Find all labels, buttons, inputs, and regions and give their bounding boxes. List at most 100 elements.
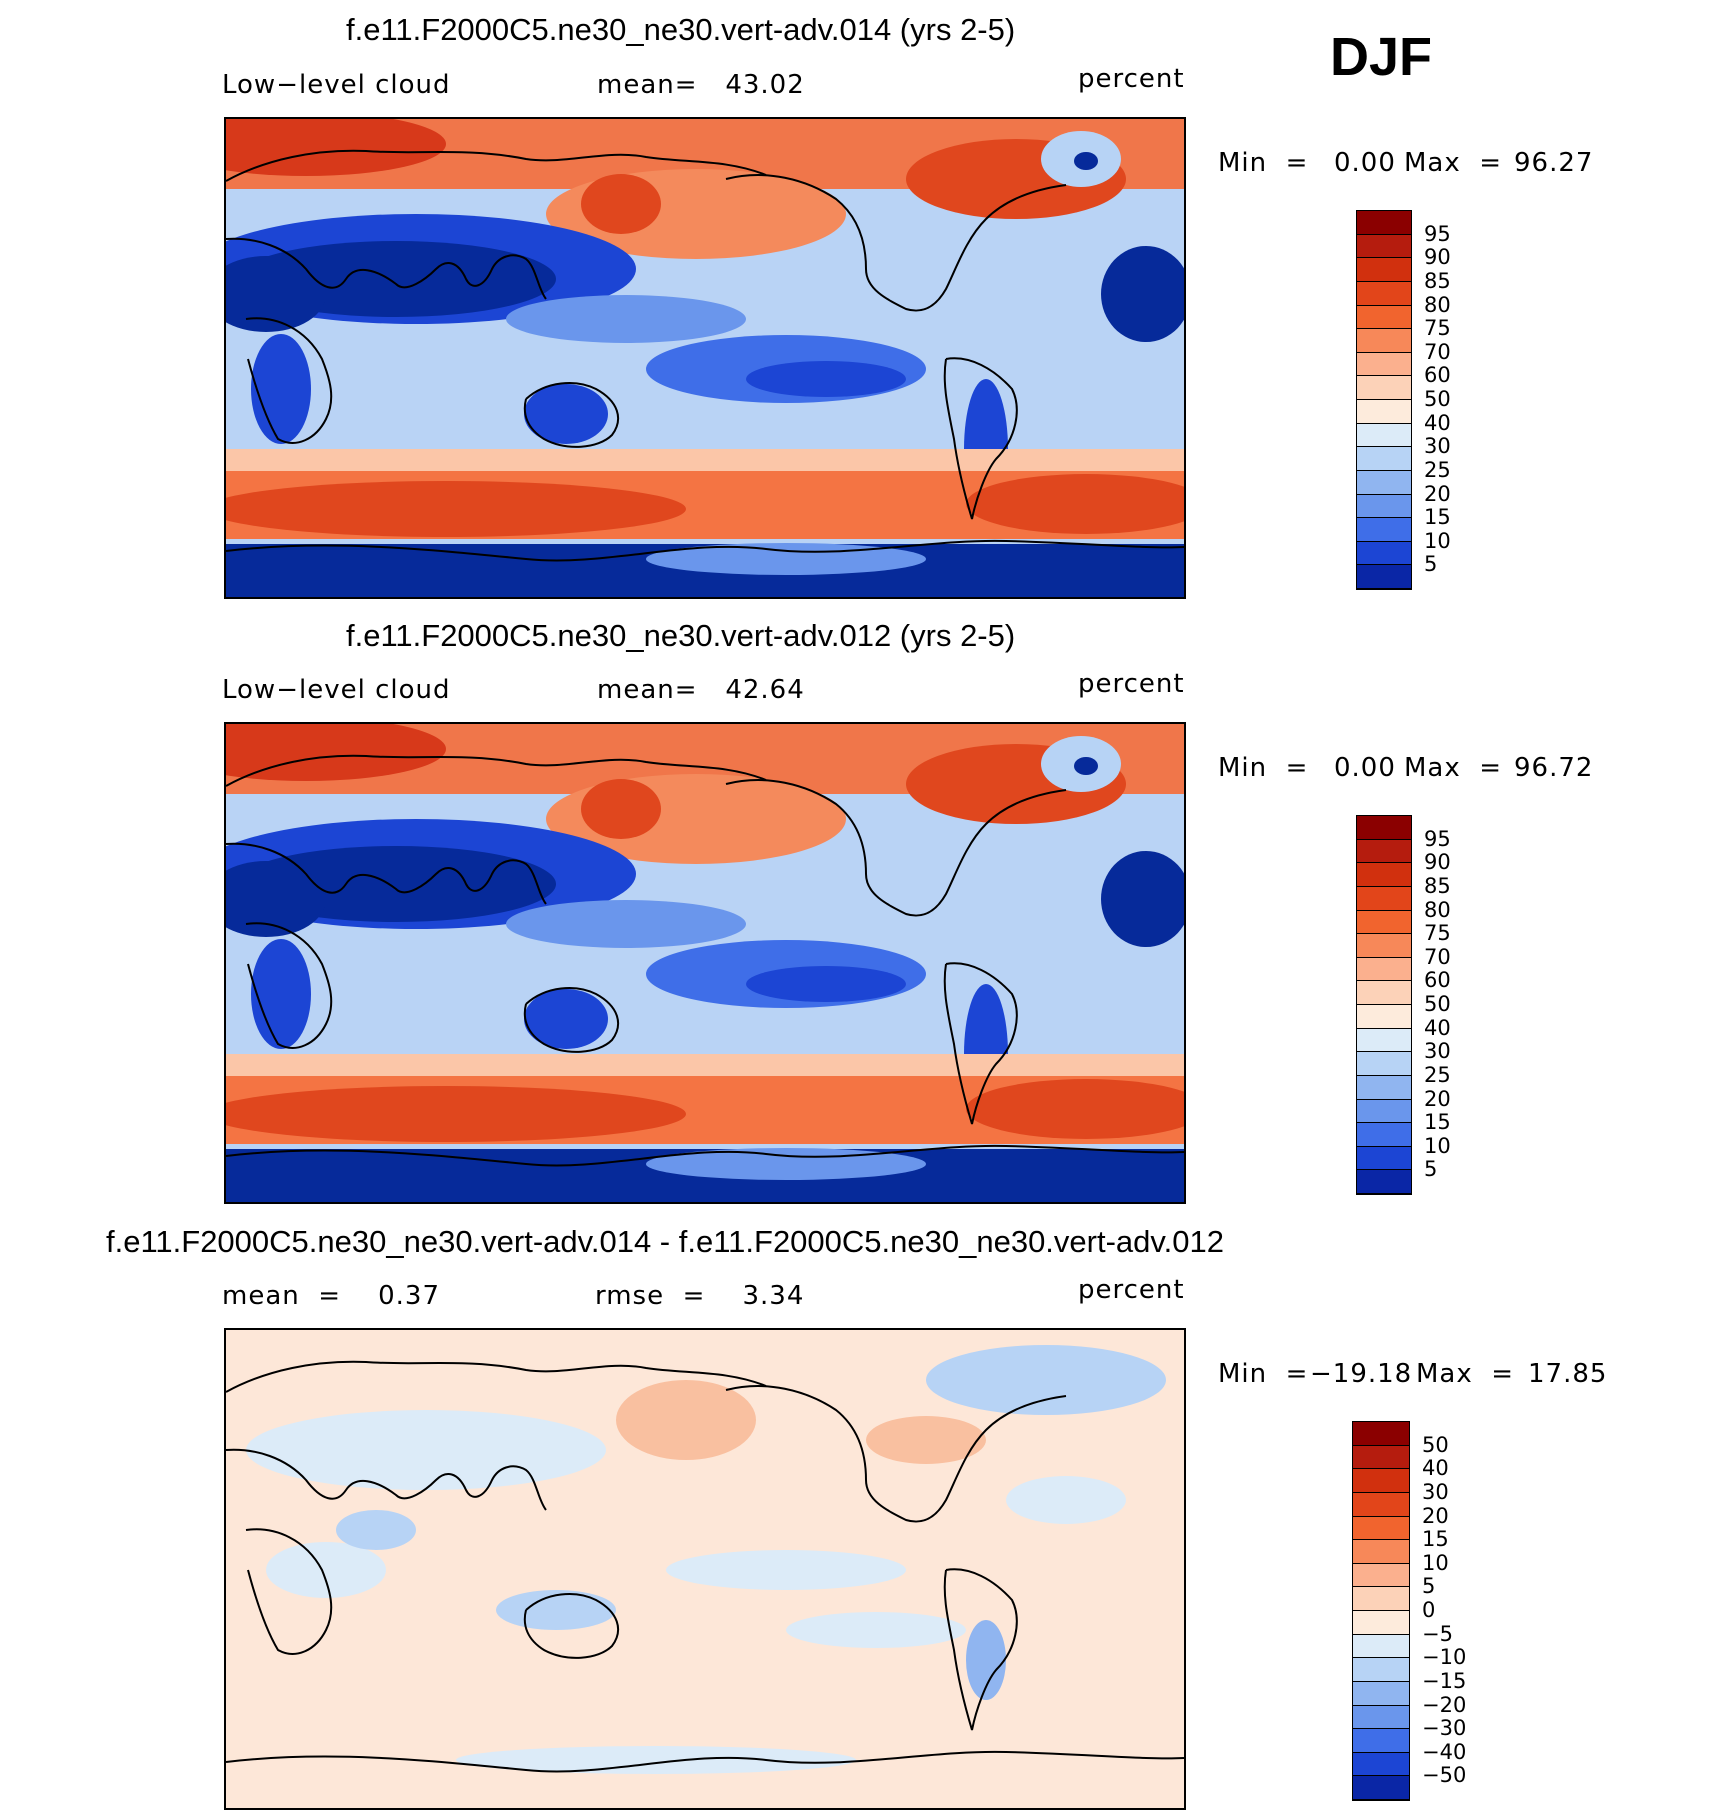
panel-3-units-label: percent xyxy=(1078,1275,1185,1305)
colorbar-swatch xyxy=(1353,1563,1409,1588)
colorbar-swatch xyxy=(1357,1170,1411,1194)
colorbar-tick-label: 5 xyxy=(1424,1157,1438,1182)
colorbar-tick-label: 15 xyxy=(1424,505,1451,530)
colorbar-tick-label: 50 xyxy=(1424,992,1451,1016)
colorbar-tick-label: 20 xyxy=(1422,1503,1449,1528)
colorbar-tick-label: 85 xyxy=(1424,873,1451,898)
panel-2-title: f.e11.F2000C5.ne30_ne30.vert-adv.012 (yr… xyxy=(346,618,1016,653)
colorbar-swatch xyxy=(1357,839,1411,864)
colorbar-swatch xyxy=(1353,1516,1409,1541)
colorbar-swatch xyxy=(1357,1052,1411,1076)
colorbar-tick-label: 60 xyxy=(1424,363,1451,388)
colorbar-tick-label: 60 xyxy=(1424,968,1451,993)
colorbar-tick-label: 80 xyxy=(1424,292,1451,317)
colorbar-tick-label: 20 xyxy=(1424,481,1451,506)
colorbar-tick-label: 95 xyxy=(1424,826,1451,851)
colorbar-tick-label: 50 xyxy=(1422,1432,1449,1457)
colorbar-swatch xyxy=(1353,1611,1409,1635)
colorbar-tick-label: 30 xyxy=(1424,434,1451,459)
colorbar-swatch xyxy=(1357,910,1411,935)
panel-2-variable-label: Low−level cloud xyxy=(222,675,451,705)
panel-2-colorbar xyxy=(1356,815,1412,1195)
colorbar-swatch xyxy=(1357,1005,1411,1029)
colorbar-swatch xyxy=(1353,1681,1409,1706)
colorbar-swatch xyxy=(1353,1587,1409,1611)
panel-3-min-value: −19.18 xyxy=(1310,1359,1413,1389)
colorbar-tick-label: −5 xyxy=(1422,1621,1453,1646)
panel-1-min-label: Min = xyxy=(1218,148,1309,178)
colorbar-tick-label: 40 xyxy=(1422,1456,1449,1481)
colorbar-tick-label: 10 xyxy=(1424,528,1451,553)
colorbar-swatch xyxy=(1353,1492,1409,1517)
panel-3-field xyxy=(226,1330,1184,1808)
colorbar-swatch xyxy=(1357,957,1411,982)
panel-3-rmse-label: rmse = 3.34 xyxy=(595,1281,805,1311)
colorbar-swatch xyxy=(1357,1123,1411,1147)
panel-2-max-label: Max = xyxy=(1404,753,1503,783)
colorbar-tick-label: 5 xyxy=(1424,552,1438,577)
colorbar-tick-label: −40 xyxy=(1422,1739,1467,1764)
colorbar-tick-label: 20 xyxy=(1424,1086,1451,1111)
panel-2-field xyxy=(226,724,1184,1202)
colorbar-swatch xyxy=(1357,494,1411,519)
colorbar-tick-label: 95 xyxy=(1424,221,1451,246)
colorbar-tick-label: 80 xyxy=(1424,897,1451,922)
colorbar-tick-label: 15 xyxy=(1422,1527,1449,1552)
colorbar-swatch xyxy=(1357,1146,1411,1171)
colorbar-swatch xyxy=(1357,863,1411,887)
panel-1-units-label: percent xyxy=(1078,64,1185,94)
panel-1-map xyxy=(224,117,1186,599)
colorbar-tick-label: 70 xyxy=(1424,944,1451,969)
colorbar-tick-label: 85 xyxy=(1424,268,1451,293)
colorbar-tick-label: 10 xyxy=(1422,1550,1449,1575)
colorbar-tick-label: 10 xyxy=(1424,1133,1451,1158)
colorbar-swatch xyxy=(1357,1028,1411,1053)
panel-3-mean-label: mean = 0.37 xyxy=(222,1281,440,1311)
colorbar-tick-label: 0 xyxy=(1422,1598,1436,1622)
panel-2-min-label: Min = xyxy=(1218,753,1309,783)
panel-3-title: f.e11.F2000C5.ne30_ne30.vert-adv.014 - f… xyxy=(106,1224,1224,1259)
colorbar-swatch xyxy=(1353,1469,1409,1493)
colorbar-tick-label: −30 xyxy=(1422,1716,1467,1741)
colorbar-swatch xyxy=(1353,1776,1409,1800)
season-label: DJF xyxy=(1330,27,1433,87)
colorbar-swatch xyxy=(1357,376,1411,400)
colorbar-swatch xyxy=(1353,1445,1409,1470)
panel-3-colorbar xyxy=(1352,1421,1410,1801)
panel-2-units-label: percent xyxy=(1078,669,1185,699)
colorbar-swatch xyxy=(1357,565,1411,589)
colorbar-swatch xyxy=(1357,329,1411,353)
panel-2-max-value: 96.72 xyxy=(1514,753,1594,783)
panel-1-title: f.e11.F2000C5.ne30_ne30.vert-adv.014 (yr… xyxy=(346,12,1016,47)
panel-1-max-value: 96.27 xyxy=(1514,148,1594,178)
colorbar-tick-label: 75 xyxy=(1424,316,1451,341)
colorbar-swatch xyxy=(1357,886,1411,911)
colorbar-swatch xyxy=(1357,981,1411,1005)
colorbar-tick-label: 50 xyxy=(1424,387,1451,411)
colorbar-swatch xyxy=(1353,1752,1409,1777)
panel-3-map xyxy=(224,1328,1186,1810)
panel-1-min-value: 0.00 xyxy=(1334,148,1396,178)
colorbar-swatch xyxy=(1357,518,1411,542)
colorbar-tick-label: 75 xyxy=(1424,921,1451,946)
colorbar-swatch xyxy=(1357,400,1411,424)
colorbar-tick-label: 70 xyxy=(1424,339,1451,364)
colorbar-tick-label: 40 xyxy=(1424,1015,1451,1040)
colorbar-swatch xyxy=(1357,211,1411,235)
colorbar-tick-label: 30 xyxy=(1424,1039,1451,1064)
colorbar-swatch xyxy=(1357,934,1411,958)
colorbar-swatch xyxy=(1357,352,1411,377)
colorbar-tick-label: 5 xyxy=(1422,1574,1436,1599)
colorbar-tick-label: 40 xyxy=(1424,410,1451,435)
panel-3-min-label: Min = xyxy=(1218,1359,1309,1389)
colorbar-tick-label: 90 xyxy=(1424,245,1451,270)
panel-2-min-value: 0.00 xyxy=(1334,753,1396,783)
colorbar-tick-label: 90 xyxy=(1424,850,1451,875)
panel-2-map xyxy=(224,722,1186,1204)
panel-1-mean-label: mean= 43.02 xyxy=(597,70,805,100)
colorbar-swatch xyxy=(1353,1705,1409,1730)
colorbar-tick-label: 25 xyxy=(1424,1062,1451,1087)
panel-3-max-label: Max = xyxy=(1416,1359,1515,1389)
colorbar-tick-label: −10 xyxy=(1422,1645,1467,1670)
colorbar-swatch xyxy=(1357,423,1411,448)
